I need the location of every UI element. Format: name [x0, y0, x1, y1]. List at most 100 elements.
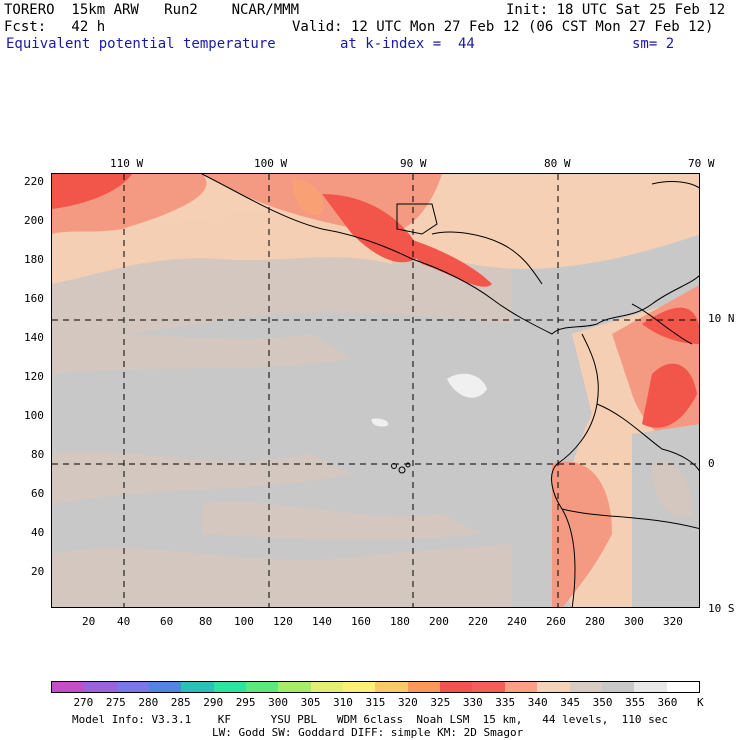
colorbar-unit: K [697, 696, 704, 709]
colorbar-label: 340 [527, 696, 548, 709]
border-line [561, 508, 699, 530]
red-east [642, 363, 697, 428]
colorbar-label: 355 [625, 696, 645, 709]
colorbar-label: 325 [430, 696, 451, 709]
coastline-central-america [201, 174, 553, 335]
colorbar-label: 320 [397, 696, 418, 709]
valid-time: Valid: 12 UTC Mon 27 Feb 12 (06 CST Mon … [292, 19, 714, 35]
island [398, 466, 406, 474]
tan-band [52, 451, 352, 504]
x-tick: 180 [390, 615, 410, 628]
x-tick: 140 [312, 615, 332, 628]
graticule [52, 174, 699, 607]
x-tick: 220 [468, 615, 488, 628]
colorbar-label: 335 [495, 696, 516, 709]
colorbar-swatch [84, 682, 117, 692]
colorbar-swatch [149, 682, 182, 692]
colorbar-swatch [278, 682, 311, 692]
colorbar-swatch [634, 682, 667, 692]
lon-label-80w: 80 W [544, 157, 571, 170]
colorbar-swatch [537, 682, 570, 692]
island [405, 462, 411, 468]
colorbar-label: 280 [138, 696, 159, 709]
colorbar-swatch [116, 682, 150, 692]
x-tick: 60 [160, 615, 174, 628]
x-tick: 280 [585, 615, 605, 628]
lat-label-10s: 10 S [708, 602, 735, 615]
red-east [642, 307, 699, 344]
colorbar-swatch [52, 682, 85, 692]
tan-inland [652, 461, 692, 517]
red-area [392, 234, 492, 287]
colorbar-label: 285 [170, 696, 191, 709]
orange-area [292, 179, 323, 215]
colorbar-swatch [472, 682, 505, 692]
physics-info: LW: Godd SW: Goddard DIFF: simple KM: 2D… [212, 726, 524, 739]
colorbar-swatch [569, 682, 602, 692]
coastline-colombia [551, 275, 699, 335]
colorbar-label: 345 [560, 696, 581, 709]
y-tick: 60 [31, 487, 45, 500]
model-info: Model Info: V3.3.1 KF YSU PBL WDM 6class… [72, 713, 669, 726]
level-index: at k-index = 44 [340, 36, 475, 52]
colorbar-label: 300 [268, 696, 289, 709]
x-tick: 320 [663, 615, 683, 628]
y-tick: 200 [24, 214, 44, 227]
x-tick: 240 [507, 615, 527, 628]
tan-band [202, 501, 482, 540]
init-time: Init: 18 UTC Sat 25 Feb 12 [506, 2, 726, 18]
colorbar-label: 350 [592, 696, 613, 709]
x-tick: 120 [273, 615, 293, 628]
y-tick: 40 [31, 526, 45, 539]
colorbar-swatch [375, 682, 408, 692]
colorbar-swatch [666, 682, 699, 692]
lon-label-70w: 70 W [688, 157, 715, 170]
colorbar-label: 275 [105, 696, 126, 709]
y-tick: 160 [24, 292, 44, 305]
colorbar-swatch [246, 682, 279, 692]
x-tick: 260 [546, 615, 566, 628]
red-area [52, 174, 132, 209]
smoothing: sm= 2 [632, 36, 675, 52]
x-tick: 40 [117, 615, 131, 628]
colorbar-swatch [440, 682, 473, 692]
model-title: TORERO 15km ARW Run2 NCAR/MMM [4, 2, 300, 18]
colorbar-swatch [504, 682, 538, 692]
lat-label-0: 0 [708, 457, 715, 470]
lon-label-90w: 90 W [400, 157, 427, 170]
y-tick: 100 [24, 409, 44, 422]
field-name: Equivalent potential temperature [6, 36, 276, 52]
colorbar-label: 310 [333, 696, 353, 709]
salmon-south [552, 461, 612, 607]
colorbar-label: 295 [235, 696, 256, 709]
colorbar-swatch [310, 682, 344, 692]
x-tick: 20 [82, 615, 96, 628]
tan-band [52, 544, 512, 607]
colorbar-label: 315 [365, 696, 386, 709]
border-line [396, 203, 438, 235]
y-tick: 220 [24, 175, 44, 188]
y-tick: 180 [24, 253, 44, 266]
white-patch [371, 418, 389, 427]
x-tick: 80 [199, 615, 213, 628]
forecast-hour: Fcst: 42 h [4, 19, 106, 35]
theta-e-map [51, 173, 700, 608]
colorbar-label: 270 [73, 696, 94, 709]
y-tick: 120 [24, 370, 44, 383]
coastline-caribbean [651, 181, 699, 189]
colorbar [51, 681, 700, 693]
grey-inland [632, 424, 699, 607]
red-area [322, 194, 422, 263]
lat-label-10n: 10 N [708, 312, 735, 325]
lon-label-110w: 110 W [110, 157, 144, 170]
x-tick: 200 [429, 615, 449, 628]
map-canvas [52, 174, 699, 607]
colorbar-swatch [407, 682, 441, 692]
colorbar-swatch [601, 682, 635, 692]
border-line [596, 403, 699, 472]
coastline-south-america [551, 333, 599, 607]
colorbar-label: 290 [203, 696, 224, 709]
colorbar-label: 330 [462, 696, 483, 709]
y-tick: 80 [31, 448, 45, 461]
border-line [431, 231, 543, 285]
